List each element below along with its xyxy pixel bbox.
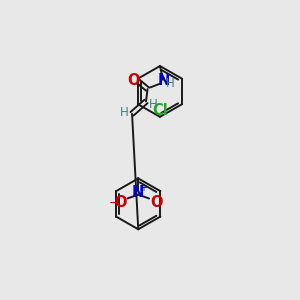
Text: −: − [109, 197, 119, 210]
Text: O: O [114, 195, 127, 210]
Text: H: H [149, 98, 158, 111]
Text: N: N [158, 73, 170, 88]
Text: H: H [166, 77, 174, 90]
Text: Cl: Cl [152, 103, 168, 118]
Text: O: O [150, 195, 162, 210]
Text: O: O [128, 73, 140, 88]
Text: H: H [120, 106, 129, 119]
Text: N: N [132, 185, 144, 200]
Text: +: + [139, 183, 147, 193]
